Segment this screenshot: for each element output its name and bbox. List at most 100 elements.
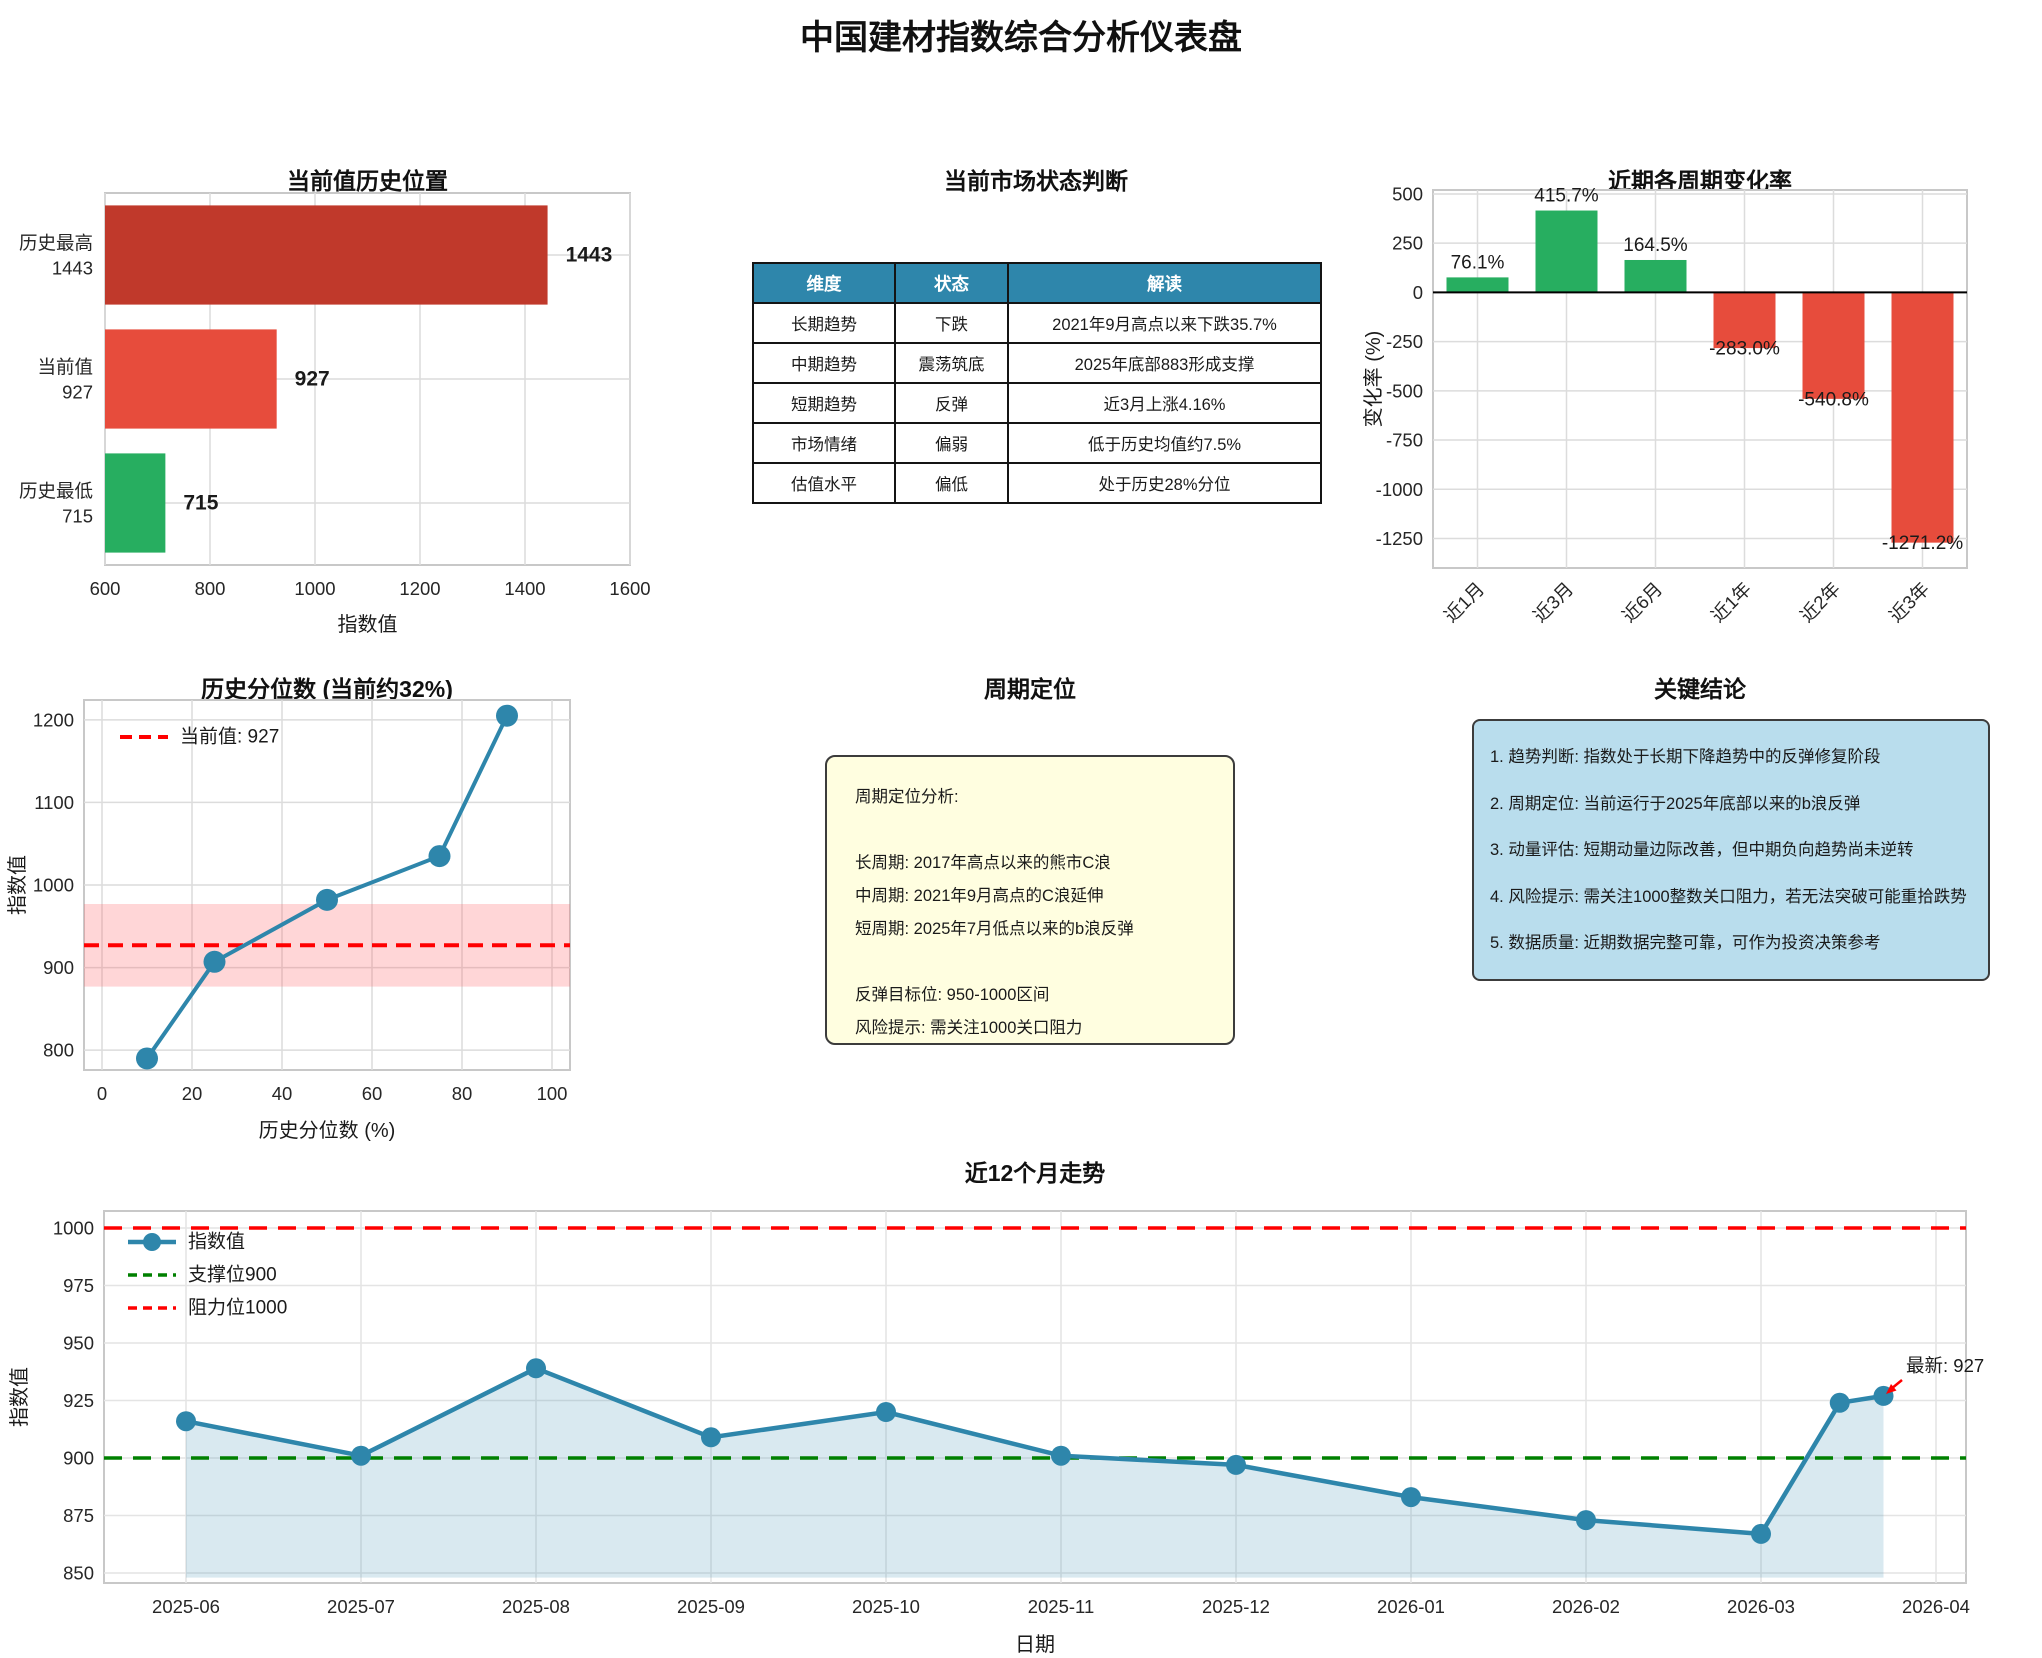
table-cell: 下跌 — [894, 302, 1009, 344]
chart-current-position: 1443 历史最高 1443 927 当前值 927 715 历史最低 715 600 800 100… — [19, 192, 651, 636]
table-cell: 偏弱 — [894, 422, 1009, 464]
x-axis-label: 指数值 — [338, 613, 398, 636]
trend-area-fill — [186, 1368, 1884, 1578]
x-tick-label: 近3月 — [1529, 578, 1577, 626]
x-tick-label: 2026-02 — [1552, 1596, 1620, 1617]
dashboard-title: 中国建材指数综合分析仪表盘 — [800, 19, 1242, 57]
data-point — [136, 1047, 158, 1070]
key-conclusions-text: 1. 趋势判断: 指数处于长期下降趋势中的反弹修复阶段 2. 周期定位: 当前运行… — [1474, 721, 1988, 967]
panel-cycle-position: 周期定位 周期定位分析: 长周期: 2017年高点以来的熊市C浪 中周期: 202… — [720, 640, 1360, 1188]
y-tick-label: -750 — [1386, 430, 1423, 451]
annotation-arrowhead — [1886, 1384, 1897, 1394]
y-tick-label: 927 — [62, 382, 93, 403]
chart-title-current-position: 当前值历史位置 — [287, 168, 448, 194]
data-point — [316, 888, 338, 911]
x-tick-label: 2025-06 — [152, 1596, 220, 1617]
panel-percentile: 历史分位数 (当前约32%) 当前值: 927 0 20 40 60 80 100 800 90… — [0, 640, 660, 1188]
table-row: 估值水平 偏低 处于历史28%分位 — [752, 462, 1322, 504]
x-tick-label: 100 — [537, 1083, 568, 1104]
panel-trend-12m: 近12个月走势 2025-06 2025-07 2025-08 2025-09 2025… — [0, 1140, 2042, 1658]
bar-近1月 — [1446, 277, 1509, 293]
x-axis-label: 历史分位数 (%) — [259, 1119, 396, 1142]
bar-历史最低 — [105, 453, 166, 553]
y-tick-label: 1000 — [53, 1218, 94, 1239]
table-title: 当前市场状态判断 — [944, 168, 1128, 194]
table-cell: 长期趋势 — [752, 302, 896, 344]
y-tick-label: 900 — [63, 1448, 94, 1469]
y-tick-label: -250 — [1386, 331, 1423, 352]
table-cell: 处于历史28%分位 — [1007, 462, 1322, 504]
x-tick-label: 1400 — [504, 578, 545, 599]
y-tick-label: -1000 — [1376, 479, 1423, 500]
y-tick-label: 975 — [63, 1275, 94, 1296]
x-tick-label: 60 — [362, 1083, 383, 1104]
y-tick-label: 0 — [1413, 282, 1423, 303]
bar-近2年 — [1802, 292, 1865, 399]
y-tick-label: 当前值 — [37, 357, 93, 378]
y-tick-label: 1000 — [33, 875, 74, 896]
legend-resistance-label: 阻力位1000 — [188, 1297, 287, 1319]
table-row: 市场情绪 偏弱 低于历史均值约7.5% — [752, 422, 1322, 464]
table-cell: 偏低 — [894, 462, 1009, 504]
box-line: 4. 风险提示: 需关注1000整数关口阻力，若无法突破可能重拾跌势 — [1490, 887, 1967, 906]
bar-value-label: 76.1% — [1451, 252, 1505, 273]
x-axis-label: 日期 — [1015, 1634, 1055, 1656]
x-tick-label: 近1月 — [1440, 578, 1488, 626]
y-axis-label: 指数值 — [6, 855, 29, 915]
chart-title-percentile: 历史分位数 (当前约32%) — [201, 676, 453, 702]
data-point — [1051, 1445, 1071, 1466]
x-tick-label: 0 — [97, 1083, 107, 1104]
box-line: 中周期: 2021年9月高点的C浪延伸 — [855, 887, 1104, 905]
cycle-box-title: 周期定位 — [984, 676, 1076, 702]
x-tick-label: 近6月 — [1618, 578, 1666, 626]
box-line: 反弹目标位: 950-1000区间 — [855, 986, 1050, 1004]
box-line: 周期定位分析: — [855, 788, 959, 806]
bar-value-label: 1443 — [566, 244, 613, 267]
table-cell: 估值水平 — [752, 462, 896, 504]
y-tick-label: 500 — [1392, 183, 1423, 204]
bar-value-label: 415.7% — [1534, 186, 1599, 207]
chart-title-trend: 近12个月走势 — [964, 1160, 1106, 1186]
x-tick-label: 2026-03 — [1727, 1596, 1795, 1617]
bar-近3年 — [1891, 292, 1954, 543]
y-tick-label: 250 — [1392, 233, 1423, 254]
table-cell: 近3月上涨4.16% — [1007, 382, 1322, 424]
panel-current-position: 当前值历史位置 1443 历史最高 1443 927 当前值 927 715 历史最低 715 6… — [0, 110, 660, 658]
data-point — [351, 1445, 371, 1466]
y-tick-label: 1100 — [34, 792, 74, 813]
chart-period-change: 76.1% 415.7% 164.5% -283.0% -540.8% -1271.2% 5… — [1362, 183, 1968, 626]
box-line: 风险提示: 需关注1000关口阻力 — [855, 1019, 1083, 1037]
chart-trend-12m: 2025-06 2025-07 2025-08 2025-09 2025-10 2025-… — [8, 1210, 1984, 1656]
bar-历史最高 — [105, 205, 548, 305]
data-point — [526, 1358, 546, 1379]
data-point — [701, 1427, 721, 1448]
y-tick-label: 875 — [63, 1505, 94, 1526]
x-tick-label: 80 — [452, 1083, 473, 1104]
data-point — [203, 950, 226, 973]
x-tick-label: 2025-08 — [502, 1596, 570, 1617]
x-tick-label: 2025-10 — [852, 1596, 920, 1617]
x-tick-label: 近1年 — [1707, 578, 1755, 626]
bar-value-label: -540.8% — [1798, 389, 1869, 410]
bar-近3月 — [1535, 210, 1598, 293]
x-tick-label: 2026-01 — [1377, 1596, 1445, 1617]
data-point — [1401, 1487, 1421, 1508]
key-conclusions-box: 1. 趋势判断: 指数处于长期下降趋势中的反弹修复阶段 2. 周期定位: 当前运行… — [1472, 719, 1990, 981]
box-line — [855, 946, 1233, 979]
table-cell: 低于历史均值约7.5% — [1007, 422, 1322, 464]
conclusion-box-title: 关键结论 — [1654, 676, 1746, 702]
y-axis-label: 变化率 (%) — [1362, 331, 1385, 428]
bar-value-label: -1271.2% — [1882, 533, 1963, 554]
panel-market-status: 当前市场状态判断 维度 状态 解读 长期趋势 下跌 2021年9月高点以来下跌35.7%… — [720, 110, 1360, 658]
x-tick-label: 1600 — [609, 578, 650, 599]
latest-value-annotation: 最新: 927 — [1906, 1355, 1984, 1376]
y-tick-label: 1200 — [33, 709, 74, 730]
table-cell: 短期趋势 — [752, 382, 896, 424]
y-tick-label: 715 — [62, 506, 93, 527]
x-tick-label: 2026-04 — [1902, 1596, 1970, 1617]
box-line: 5. 数据质量: 近期数据完整可靠，可作为投资决策参考 — [1490, 934, 1881, 952]
bar-当前值 — [105, 329, 277, 429]
box-line: 2. 周期定位: 当前运行于2025年底部以来的b浪反弹 — [1490, 794, 1861, 813]
x-tick-label: 1000 — [294, 578, 335, 599]
cycle-analysis-box: 周期定位分析: 长周期: 2017年高点以来的熊市C浪 中周期: 2021年9月高… — [825, 755, 1235, 1045]
